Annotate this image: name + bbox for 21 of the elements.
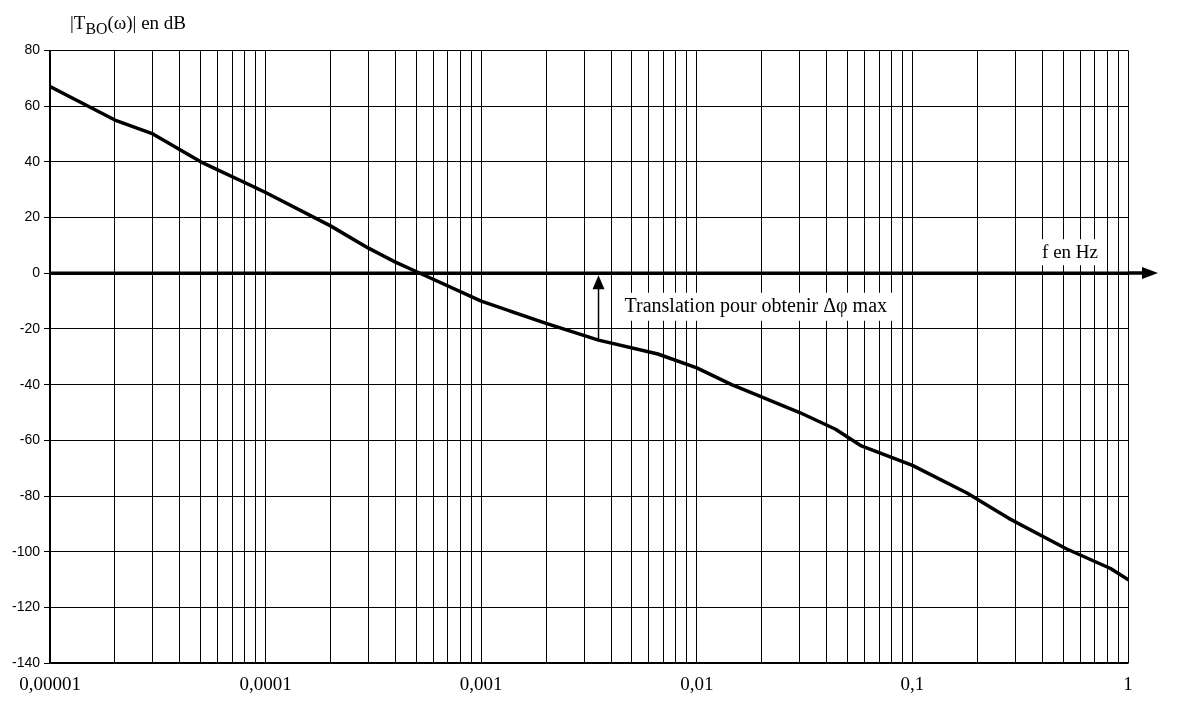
y-tick-label: -20	[19, 319, 41, 336]
y-axis-title: |T$_{BO}$(ω)| en dB	[69, 11, 187, 38]
y-tick-label: -140	[11, 654, 41, 671]
x-tick-label: 0,01	[680, 672, 714, 694]
y-tick-label: 20	[24, 208, 41, 225]
y-tick-label: -120	[11, 598, 41, 615]
x-tick-label: 0,00001	[19, 672, 81, 694]
x-tick-label: 0,1	[900, 672, 925, 694]
y-tick-label: -40	[19, 375, 41, 392]
x-axis-title: f en Hz	[1042, 241, 1099, 263]
x-tick-label: 0,0001	[239, 672, 292, 694]
y-tick-label: -80	[19, 486, 41, 503]
y-tick-label: -100	[11, 542, 41, 559]
y-tick-label: -60	[19, 431, 41, 448]
y-tick-label: 40	[24, 152, 41, 169]
y-tick-label: 0	[32, 264, 41, 281]
y-tick-label: 60	[24, 96, 41, 113]
annotation: Translation pour obtenir Δφ max	[624, 293, 888, 317]
y-tick-label: 80	[24, 41, 41, 58]
x-tick-label: 1	[1123, 672, 1133, 694]
x-tick-label: 0,001	[459, 672, 503, 694]
